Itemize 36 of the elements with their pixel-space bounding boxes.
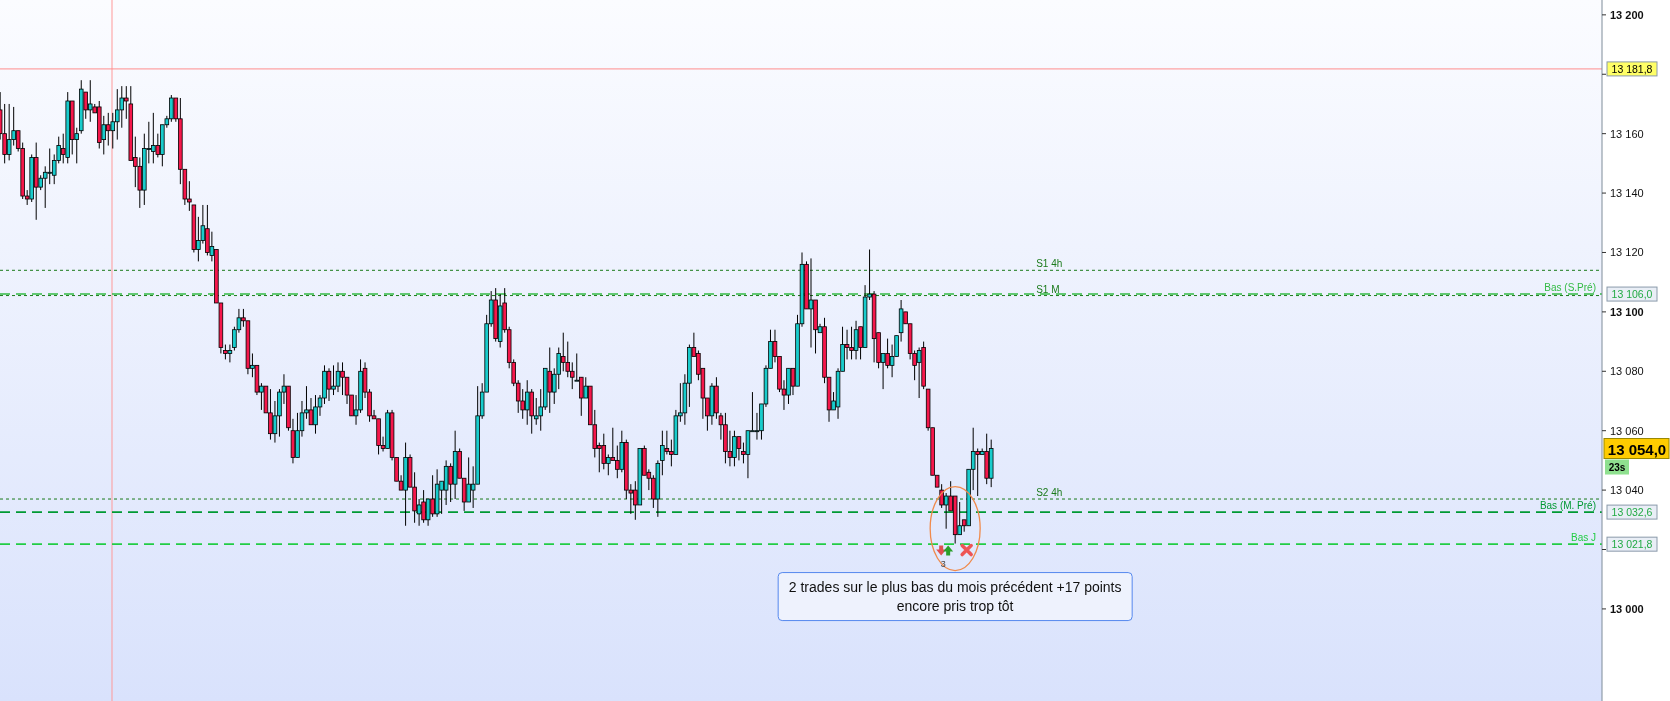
candlestick [975, 448, 980, 497]
candlestick [6, 103, 12, 161]
ref-line-label: Bas J [1570, 532, 1596, 544]
y-tick-label: 13 140 [1610, 187, 1644, 200]
text: 13 106,0 [1611, 288, 1653, 301]
y-tick-label: 13 200 [1610, 8, 1644, 21]
text: 23s [1608, 461, 1626, 473]
candlestick [943, 492, 949, 530]
y-tick-label: 13 100 [1610, 305, 1644, 318]
annotation: 2 trades sur le plus bas du mois précédent +17 points encore pris trop tôt [788, 578, 1122, 614]
y-tick-label: 13 160 [1610, 127, 1644, 140]
ref-line-label: S1 4h [1036, 258, 1063, 270]
y-tick-label: 13 040 [1610, 484, 1644, 497]
ref-line-label: S2 4h [1036, 487, 1063, 499]
candlestick [110, 112, 116, 150]
y-tick-label: 13 080 [1610, 365, 1644, 378]
text: 13 054,0 [1607, 440, 1667, 458]
ref-line-label: S1 M [1036, 283, 1060, 295]
candlestick [601, 433, 607, 470]
text: 13 181,8 [1611, 62, 1653, 75]
ref-line-label: Bas (S.Pré) [1544, 282, 1596, 294]
candlestick [745, 430, 751, 479]
annotation: 3 [940, 558, 946, 569]
candlestick [326, 367, 332, 402]
candlestick [524, 379, 530, 426]
y-tick-label: 13 000 [1610, 602, 1644, 615]
text: 13 032,6 [1611, 506, 1653, 519]
candlestick [443, 459, 449, 506]
y-tick-label: 13 060 [1610, 424, 1644, 437]
text: 13 021,8 [1611, 538, 1653, 551]
ref-line-label: Bas (M. Pré) [1539, 500, 1596, 512]
candlestick [335, 361, 341, 393]
candlestick [853, 320, 859, 360]
candlestick [916, 347, 922, 399]
candlestick [736, 436, 742, 461]
y-tick-label: 13 120 [1610, 246, 1644, 259]
